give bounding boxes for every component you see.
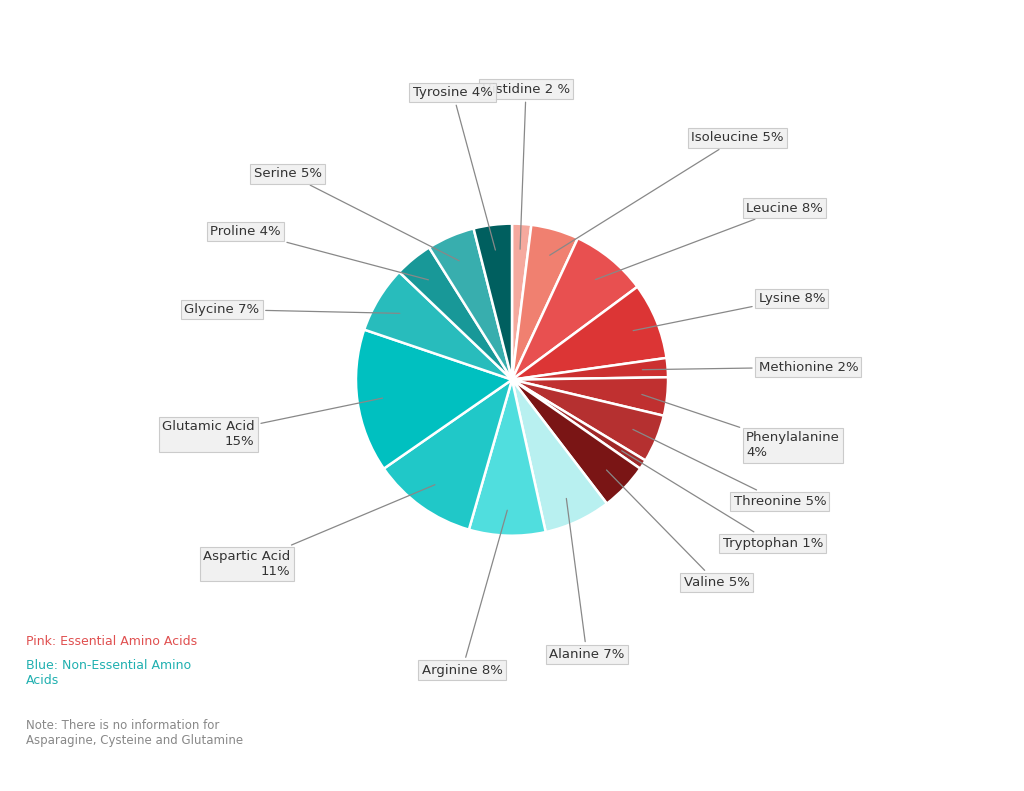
Wedge shape <box>512 287 667 380</box>
Wedge shape <box>512 238 637 380</box>
Wedge shape <box>399 248 512 380</box>
Wedge shape <box>473 224 512 380</box>
Wedge shape <box>356 330 512 468</box>
Text: Aspartic Acid
11%: Aspartic Acid 11% <box>203 485 435 577</box>
Text: Leucine 8%: Leucine 8% <box>596 202 823 279</box>
Wedge shape <box>384 380 512 530</box>
Text: Serine 5%: Serine 5% <box>254 167 459 261</box>
Wedge shape <box>512 380 607 532</box>
Wedge shape <box>512 225 578 380</box>
Wedge shape <box>429 229 512 380</box>
Text: Histidine 2 %: Histidine 2 % <box>482 83 570 249</box>
Wedge shape <box>512 377 668 416</box>
Text: Arginine 8%: Arginine 8% <box>422 510 507 676</box>
Text: Methionine 2%: Methionine 2% <box>642 361 858 373</box>
Text: Note: There is no information for
Asparagine, Cysteine and Glutamine: Note: There is no information for Aspara… <box>26 718 243 747</box>
Wedge shape <box>512 380 645 468</box>
Text: Glycine 7%: Glycine 7% <box>184 303 399 316</box>
Wedge shape <box>512 380 664 460</box>
Text: Valine 5%: Valine 5% <box>606 470 750 589</box>
Text: Phenylalanine
4%: Phenylalanine 4% <box>642 395 840 460</box>
Wedge shape <box>469 380 546 536</box>
Text: Threonine 5%: Threonine 5% <box>633 430 826 508</box>
Wedge shape <box>512 224 531 380</box>
Text: Tyrosine 4%: Tyrosine 4% <box>413 85 496 250</box>
Text: Blue: Non-Essential Amino
Acids: Blue: Non-Essential Amino Acids <box>26 659 190 687</box>
Text: Tryptophan 1%: Tryptophan 1% <box>622 451 823 550</box>
Text: Alanine 7%: Alanine 7% <box>549 498 625 661</box>
Text: Pink: Essential Amino Acids: Pink: Essential Amino Acids <box>26 634 197 648</box>
Text: Glutamic Acid
15%: Glutamic Acid 15% <box>162 398 383 448</box>
Text: Isoleucine 5%: Isoleucine 5% <box>550 131 784 255</box>
Text: Lysine 8%: Lysine 8% <box>633 292 825 331</box>
Wedge shape <box>365 272 512 380</box>
Wedge shape <box>512 380 640 504</box>
Wedge shape <box>512 358 668 380</box>
Text: Proline 4%: Proline 4% <box>211 225 428 280</box>
